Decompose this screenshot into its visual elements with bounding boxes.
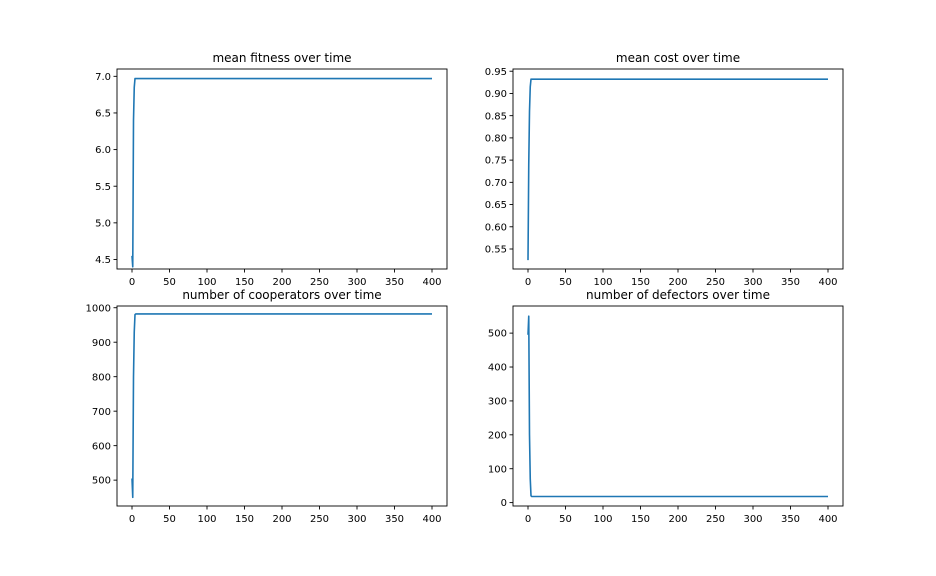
y-tick-label: 0.95 [485, 67, 507, 78]
series-line-1 [527, 315, 828, 498]
y-tick-label: 1000 [86, 303, 111, 314]
y-tick-label: 0.80 [485, 133, 507, 144]
x-tick-label: 300 [743, 514, 762, 525]
subplot-2: mean cost over time 0 50 100 150 200 250 300 350… [485, 51, 844, 288]
x-tick-label: 0 [525, 514, 531, 525]
y-tick-label: 6.0 [95, 145, 111, 156]
x-tick-label: 400 [818, 277, 837, 288]
y-tick-label: 4.5 [95, 255, 111, 266]
x-tick-label: 50 [559, 514, 572, 525]
x-tick-label: 400 [422, 277, 441, 288]
series-line-1 [527, 78, 828, 261]
y-tick-label: 900 [92, 338, 111, 349]
x-tick-label: 100 [197, 514, 216, 525]
y-axis: 0.55 0.60 0.65 0.70 0.75 0.80 0.85 0.90 0.95 [485, 67, 513, 256]
y-tick-label: 7.0 [95, 72, 111, 83]
x-axis: 0 50 100 150 200 250 300 350 400 [129, 269, 442, 288]
x-tick-label: 350 [385, 277, 404, 288]
x-tick-label: 400 [818, 514, 837, 525]
axes-frame [512, 305, 844, 507]
x-tick-label: 350 [781, 514, 800, 525]
axes-frame [512, 68, 844, 270]
x-tick-label: 100 [593, 514, 612, 525]
y-tick-label: 300 [488, 397, 507, 408]
plot-title: mean cost over time [616, 51, 740, 65]
y-tick-label: 500 [92, 476, 111, 487]
x-tick-label: 250 [310, 277, 329, 288]
x-tick-label: 300 [347, 514, 366, 525]
x-tick-label: 100 [197, 277, 216, 288]
x-tick-label: 50 [163, 277, 176, 288]
subplot-grid: mean fitness over time 0 50 100 150 200 250 300… [86, 51, 844, 525]
y-tick-label: 0.65 [485, 200, 507, 211]
x-axis: 0 50 100 150 200 250 300 350 400 [525, 269, 838, 288]
x-tick-label: 0 [129, 277, 135, 288]
x-tick-label: 400 [422, 514, 441, 525]
subplot-1: mean fitness over time 0 50 100 150 200 250 300… [95, 51, 448, 288]
y-tick-label: 700 [92, 407, 111, 418]
plot-title: mean fitness over time [212, 51, 351, 65]
x-tick-label: 0 [129, 514, 135, 525]
y-tick-label: 500 [488, 329, 507, 340]
y-tick-label: 0 [501, 498, 507, 509]
y-tick-label: 0.85 [485, 111, 507, 122]
subplot-3: number of cooperators over time 0 50 100 150… [86, 288, 448, 525]
x-tick-label: 200 [272, 514, 291, 525]
x-tick-label: 50 [559, 277, 572, 288]
x-tick-label: 0 [525, 277, 531, 288]
x-tick-label: 250 [310, 514, 329, 525]
x-tick-label: 100 [593, 277, 612, 288]
x-tick-label: 250 [706, 277, 725, 288]
y-axis: 0 100 200 300 400 500 [488, 329, 513, 509]
y-axis: 500 600 700 800 900 1000 [86, 303, 117, 487]
axes-frame [116, 68, 448, 270]
y-tick-label: 400 [488, 363, 507, 374]
x-tick-label: 150 [631, 277, 650, 288]
y-tick-label: 0.55 [485, 245, 507, 256]
x-axis: 0 50 100 150 200 250 300 350 400 [129, 506, 442, 525]
y-axis: 4.5 5.0 5.5 6.0 6.5 7.0 [95, 72, 117, 266]
y-tick-label: 100 [488, 464, 507, 475]
y-tick-label: 800 [92, 372, 111, 383]
subplot-4: number of defectors over time 0 50 100 150 20… [488, 288, 844, 525]
x-tick-label: 200 [272, 277, 291, 288]
x-tick-label: 350 [385, 514, 404, 525]
series-line-1 [131, 313, 432, 499]
x-tick-label: 150 [631, 514, 650, 525]
y-tick-label: 6.5 [95, 109, 111, 120]
y-tick-label: 200 [488, 430, 507, 441]
x-tick-label: 350 [781, 277, 800, 288]
x-tick-label: 250 [706, 514, 725, 525]
y-tick-label: 0.90 [485, 89, 507, 100]
x-tick-label: 200 [668, 514, 687, 525]
x-axis: 0 50 100 150 200 250 300 350 400 [525, 506, 838, 525]
axes-frame [116, 305, 448, 507]
x-tick-label: 300 [743, 277, 762, 288]
y-tick-label: 0.60 [485, 222, 507, 233]
x-tick-label: 150 [235, 514, 254, 525]
x-tick-label: 50 [163, 514, 176, 525]
series-line-1 [131, 77, 432, 268]
y-tick-label: 5.5 [95, 182, 111, 193]
y-tick-label: 5.0 [95, 218, 111, 229]
x-tick-label: 200 [668, 277, 687, 288]
x-tick-label: 150 [235, 277, 254, 288]
y-tick-label: 0.75 [485, 156, 507, 167]
y-tick-label: 600 [92, 441, 111, 452]
x-tick-label: 300 [347, 277, 366, 288]
plot-title: number of defectors over time [586, 288, 770, 302]
plot-title: number of cooperators over time [182, 288, 381, 302]
y-tick-label: 0.70 [485, 178, 507, 189]
